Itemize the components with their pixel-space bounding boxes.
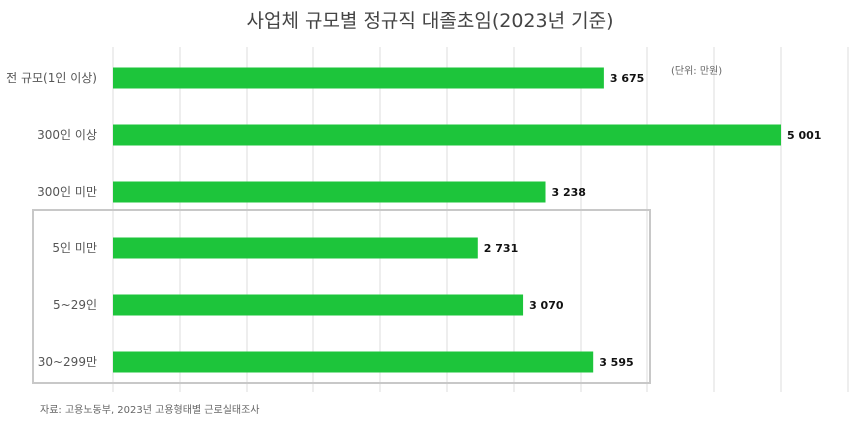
category-label: 300인 이상 (37, 128, 97, 142)
bar (113, 237, 478, 259)
bar (113, 294, 524, 316)
highlight-box (32, 209, 651, 384)
bar (113, 351, 594, 373)
bar (113, 181, 546, 203)
data-label: 3 675 (610, 72, 644, 85)
bar (113, 124, 781, 146)
data-label: 2 731 (484, 242, 518, 255)
category-label: 5~29인 (53, 298, 97, 312)
unit-note: (단위: 만원) (671, 66, 723, 77)
category-label: 5인 미만 (52, 241, 97, 255)
category-label: 전 규모(1인 이상) (6, 71, 97, 85)
source-note: 자료: 고용노동부, 2023년 고용형태별 근로실태조사 (40, 405, 260, 416)
bar (113, 67, 604, 89)
category-label: 300인 미만 (37, 185, 97, 199)
data-label: 3 070 (529, 299, 564, 312)
data-label: 3 238 (552, 186, 586, 199)
category-label: 30~299만 (38, 355, 97, 369)
chart-title: 사업체 규모별 정규직 대졸초임(2023년 기준) (246, 10, 614, 32)
data-label: 3 595 (599, 356, 633, 369)
data-label: 5 001 (787, 129, 821, 142)
